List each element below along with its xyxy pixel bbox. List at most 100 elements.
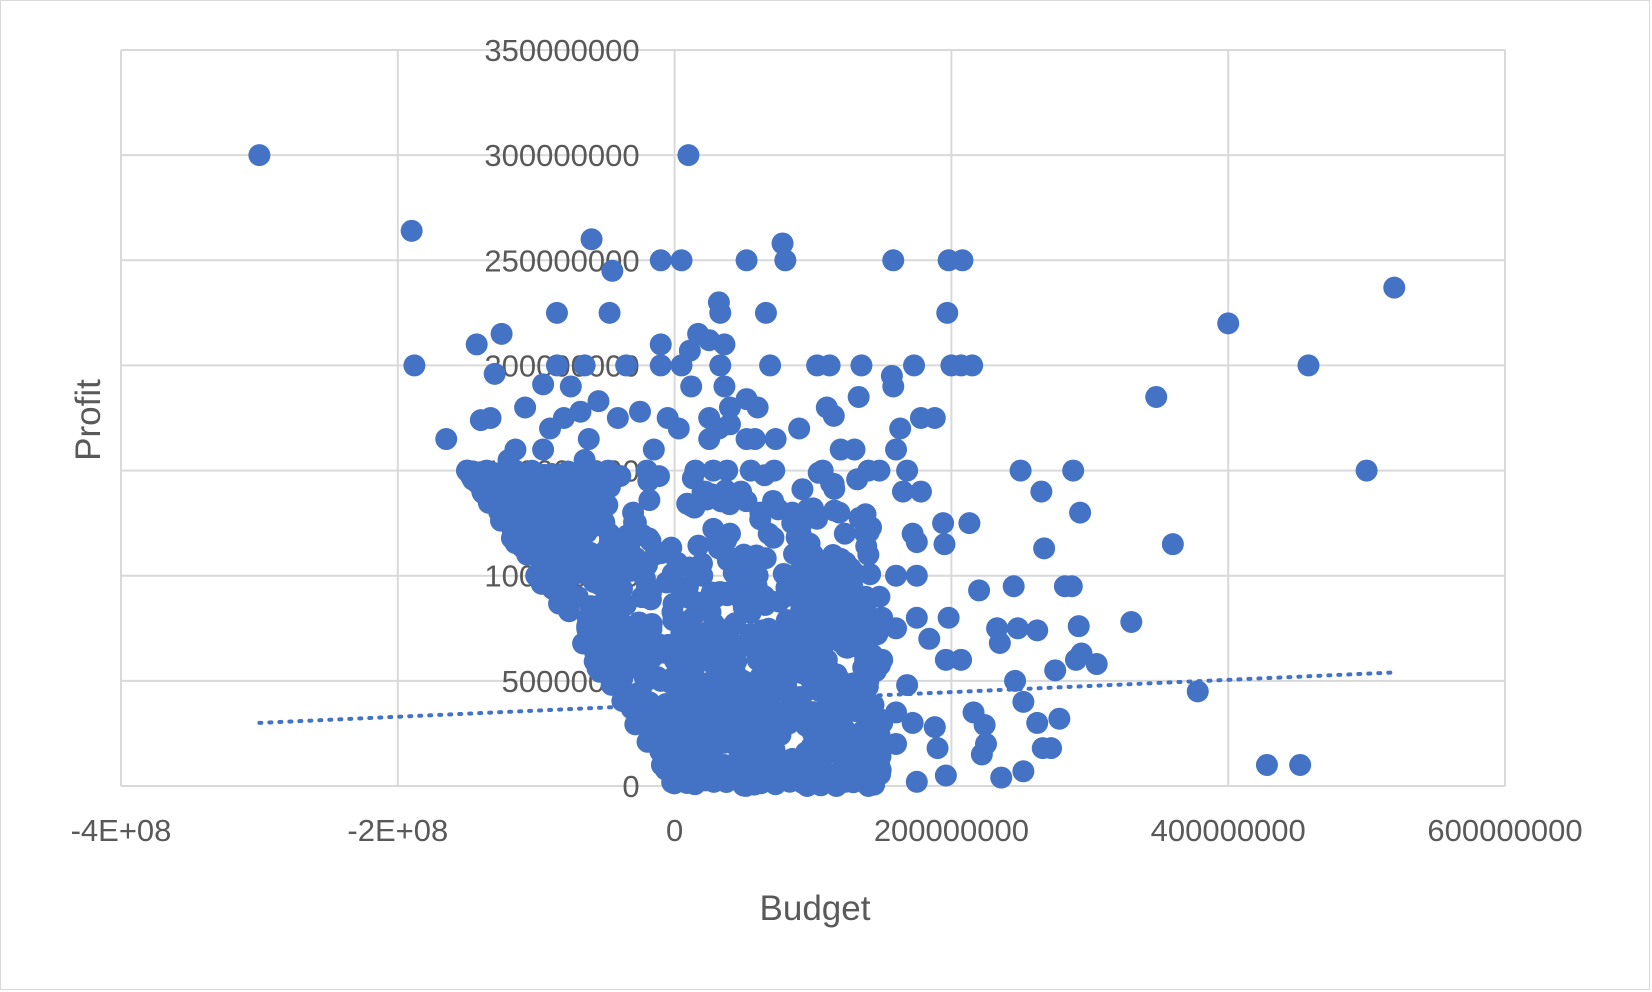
data-point — [705, 585, 728, 608]
data-point — [739, 459, 762, 482]
data-point — [843, 438, 866, 461]
data-point — [934, 764, 957, 787]
data-point — [718, 413, 741, 436]
data-point — [709, 301, 732, 324]
data-point — [790, 512, 813, 535]
data-point — [777, 712, 800, 735]
data-point — [961, 354, 984, 377]
data-point — [885, 438, 908, 461]
data-point — [809, 702, 832, 725]
data-point — [716, 459, 739, 482]
data-point — [1161, 533, 1184, 556]
data-point — [622, 627, 645, 650]
data-point — [896, 459, 919, 482]
data-point — [525, 564, 548, 587]
data-point — [811, 459, 834, 482]
data-point — [926, 737, 949, 760]
data-point — [973, 714, 996, 737]
data-point — [798, 624, 821, 647]
data-point — [497, 449, 520, 472]
data-point — [857, 669, 880, 692]
data-point — [698, 428, 721, 451]
data-point — [1289, 753, 1312, 776]
data-point — [1030, 480, 1053, 503]
data-point — [539, 512, 562, 535]
data-point — [687, 534, 710, 557]
data-point — [799, 668, 822, 691]
data-point — [843, 690, 866, 713]
data-point — [833, 522, 856, 545]
data-point — [735, 249, 758, 272]
data-point — [788, 690, 811, 713]
data-point — [718, 690, 741, 713]
data-point — [694, 480, 717, 503]
data-point — [1044, 659, 1067, 682]
gridlines — [120, 49, 1506, 787]
data-point — [702, 517, 725, 540]
data-point — [580, 228, 603, 251]
data-point — [646, 716, 669, 739]
data-point — [739, 631, 762, 654]
data-point — [771, 232, 794, 255]
data-point — [400, 219, 423, 242]
data-point — [934, 648, 957, 671]
data-point — [1067, 615, 1090, 638]
data-point — [732, 774, 755, 797]
data-point — [403, 354, 426, 377]
y-tick-label: 350000000 — [484, 33, 639, 68]
data-point — [933, 533, 956, 556]
data-point — [818, 354, 841, 377]
data-point — [615, 354, 638, 377]
data-point — [1145, 385, 1168, 408]
x-axis-title: Budget — [760, 889, 871, 928]
data-point — [1120, 610, 1143, 633]
data-point — [968, 579, 991, 602]
data-point — [825, 607, 848, 630]
data-point — [1048, 707, 1071, 730]
data-point — [857, 775, 880, 797]
data-point — [713, 375, 736, 398]
data-point — [757, 522, 780, 545]
data-point — [891, 480, 914, 503]
data-point — [802, 606, 824, 629]
y-tick-label: 0 — [622, 769, 639, 804]
data-point — [677, 144, 700, 167]
x-tick-label: -2E+08 — [347, 813, 448, 848]
data-point — [539, 417, 562, 440]
data-point — [566, 522, 589, 545]
data-point — [802, 543, 824, 566]
data-point — [1355, 459, 1378, 482]
data-point — [661, 562, 684, 585]
data-point — [677, 764, 700, 787]
data-point — [713, 333, 736, 356]
data-point — [889, 417, 912, 440]
data-point — [514, 396, 537, 419]
data-point — [936, 301, 959, 324]
data-point — [760, 737, 783, 760]
x-axis-tick-labels: -4E+08 -2E+08 0 200000000 400000000 600000000 — [71, 813, 1583, 848]
data-point — [909, 480, 932, 503]
data-point — [718, 522, 741, 545]
data-point — [545, 301, 568, 324]
data-point — [649, 669, 672, 692]
data-point — [472, 467, 495, 490]
data-point — [1033, 537, 1056, 560]
data-point — [1002, 575, 1025, 598]
x-tick-label: 600000000 — [1427, 813, 1582, 848]
data-point — [587, 390, 610, 413]
data-point — [573, 449, 596, 472]
data-point — [990, 766, 1013, 789]
data-point — [767, 590, 790, 613]
data-point — [885, 617, 908, 640]
data-point — [587, 501, 610, 524]
data-point — [511, 480, 534, 503]
data-point — [822, 404, 845, 427]
data-point — [718, 396, 741, 419]
data-point — [727, 751, 750, 774]
y-tick-label: 300000000 — [484, 138, 639, 173]
data-point — [635, 554, 658, 577]
data-point — [629, 681, 652, 704]
data-point — [1085, 653, 1108, 676]
data-point — [1383, 276, 1406, 299]
data-point — [490, 322, 513, 345]
